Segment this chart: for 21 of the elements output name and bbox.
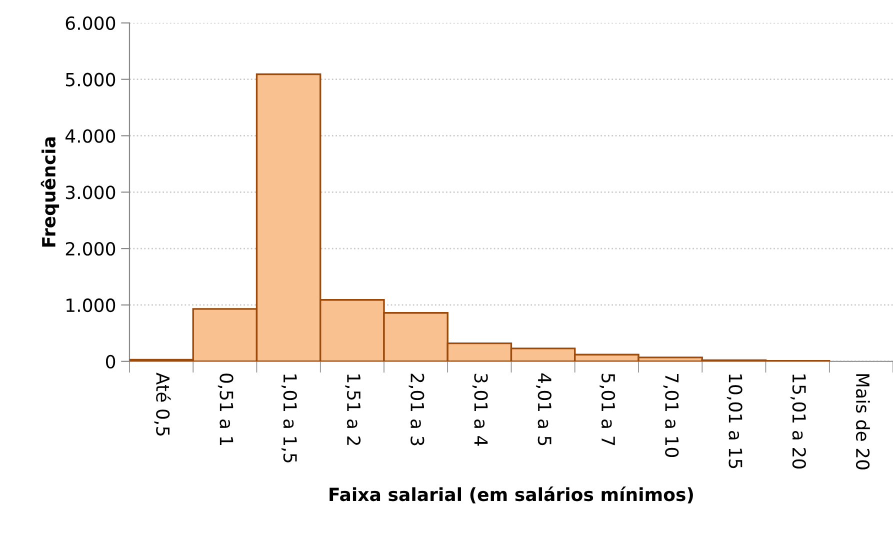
x-axis-title: Faixa salarial (em salários mínimos): [330, 486, 693, 504]
x-tick-label: 2,01 a 3: [408, 374, 424, 446]
x-tick-label: 4,01 a 5: [536, 373, 552, 446]
x-tick-label: 0,51 a 1: [218, 374, 234, 446]
x-tick-label: 5,01 a 7: [600, 374, 616, 446]
x-tick-label: Mais de 20: [856, 374, 870, 470]
x-tick-label: 3,01 a 4: [472, 374, 488, 446]
y-axis-title: Frequência: [40, 137, 60, 247]
x-tick-label: Até 0,5: [154, 372, 171, 436]
x-tick-label: 10,01 a 15: [726, 374, 742, 468]
y-tick-label: 3.000: [66, 186, 116, 200]
y-tick-label: 5.000: [66, 72, 116, 86]
y-tick-label: 0: [106, 354, 116, 368]
x-tick-label: 15,01 a 20: [790, 374, 806, 468]
y-tick-label: 6.000: [66, 16, 116, 30]
x-tick-label: 1,51 a 2: [345, 374, 361, 445]
y-tick-label: 1.000: [66, 298, 116, 312]
y-tick-label: 4.000: [65, 129, 116, 143]
x-tick-label: 1,01 a 1,5: [281, 374, 297, 462]
y-tick-label: 2.000: [66, 242, 116, 256]
x-tick-label: 7,01 a 10: [663, 374, 679, 458]
